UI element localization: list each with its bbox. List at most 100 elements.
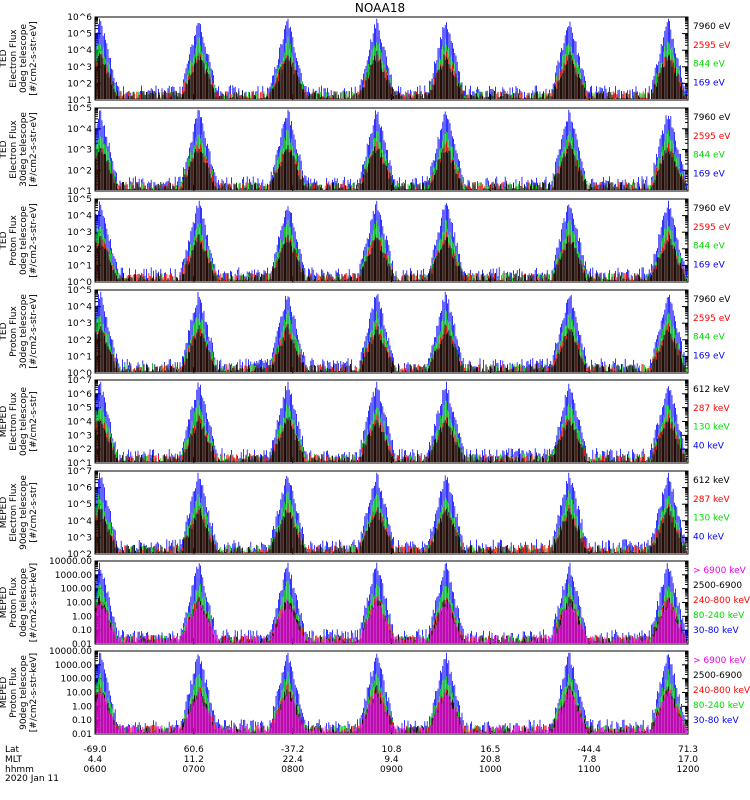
legend-entry: 240-800 keV [693, 686, 750, 696]
y-axis-title-line: [#/cm2-s-str] [29, 391, 39, 451]
y-tick-label: 10^0 [67, 278, 92, 288]
x-tick-label-hhmm: 1200 [677, 765, 700, 775]
legend-entry: 240-800 keV [693, 596, 750, 606]
x-row-label: 2020 Jan 11 [5, 774, 59, 784]
panel-meped-p-90: 0.01 0.10 1.00 10.00 100.00 1000.00 10000.00 ME… [0, 647, 750, 740]
panel-meped-e-0: 10^1 10^2 10^3 10^4 10^5 10^6 10^7 MEPEDElectro… [0, 376, 730, 469]
y-axis-title: TEDProton Flux30deg telescope[#/cm2-s-st… [0, 294, 39, 369]
y-axis-title-line: 0deg telescope [19, 568, 29, 638]
y-axis-title-line: [#/cm2-s-str-eV] [29, 112, 39, 187]
x-tick-label-mlt: 7.8 [582, 755, 597, 765]
y-axis-title-line: Proton Flux [9, 306, 19, 357]
x-tick-label-hhmm: 0900 [380, 765, 403, 775]
y-tick-label: 10^7 [67, 467, 92, 477]
y-tick-label: 10^6 [67, 390, 92, 400]
y-axis-title: MEPEDProton Flux90deg telescope[#/cm2-s-… [0, 653, 39, 732]
y-axis-title-line: Electron Flux [9, 120, 19, 179]
y-axis-title-line: [#/cm2-s-str-eV] [29, 294, 39, 369]
x-tick-label-mlt: 22.4 [283, 755, 303, 765]
y-axis-title-line: 0deg telescope [19, 206, 29, 276]
series-trace-612-keV [95, 415, 687, 462]
y-tick-label: 100.00 [61, 675, 93, 685]
legend-entry: 2500-6900 [693, 581, 742, 591]
y-tick-label: 10^2 [67, 445, 92, 455]
legend-entry: 40 keV [693, 532, 725, 542]
legend-entry: 169 eV [693, 78, 726, 88]
x-tick-label-hhmm: 0600 [84, 765, 107, 775]
y-tick-label: 10^3 [67, 533, 92, 543]
panel-ted-p-0: 10^0 10^1 10^2 10^3 10^4 10^5 TEDProton Flux0d… [0, 195, 731, 288]
y-tick-label: 10^1 [67, 352, 92, 362]
y-axis-title: MEPEDElectron Flux0deg telescope[#/cm2-s… [0, 387, 39, 457]
y-tick-label: 10^0 [67, 369, 92, 379]
y-tick-label: 10^3 [67, 319, 92, 329]
legend-entry: 2500-6900 [693, 671, 742, 681]
legend-entry: 80-240 keV [693, 611, 745, 621]
x-tick-label-lat: 10.8 [381, 745, 401, 755]
y-tick-label: 100.00 [61, 585, 93, 595]
legend-entry: 844 eV [693, 242, 726, 252]
y-tick-label: 10^1 [67, 187, 92, 197]
x-tick-label-lat: -69.0 [83, 745, 107, 755]
x-tick-label-mlt: 17.0 [678, 755, 698, 765]
y-axis-title-line: [#/cm2-s-str-keV] [29, 653, 39, 732]
y-tick-label: 0.10 [72, 626, 92, 636]
legend-entry: 7960 eV [693, 113, 731, 123]
x-tick-label-lat: 16.5 [480, 745, 500, 755]
y-axis-title-line: 90deg telescope [19, 655, 29, 730]
legend-entry: 169 eV [693, 260, 726, 270]
series-trace-7960-eV [95, 234, 687, 281]
y-tick-label: 0.01 [72, 730, 92, 740]
legend-entry: 130 keV [693, 514, 730, 524]
y-tick-label: 0.01 [72, 640, 92, 650]
y-axis-title-line: MEPED [0, 497, 9, 529]
y-tick-label: 10^4 [67, 46, 92, 56]
y-tick-label: 10^2 [67, 166, 92, 176]
x-tick-label-lat: -37.2 [281, 745, 304, 755]
y-axis-title-line: [#/cm2-s-str-eV] [29, 21, 39, 96]
legend-entry: 130 keV [693, 423, 730, 433]
y-axis-title-line: Electron Flux [9, 483, 19, 542]
y-axis-title-line: [#/cm2-s-str-eV] [29, 203, 39, 278]
series-trace-7960-eV [95, 143, 687, 190]
y-tick-label: 10^2 [67, 336, 92, 346]
y-axis-title-line: MEPED [0, 677, 9, 709]
legend-entry: 30-80 keV [693, 626, 739, 636]
legend-entry: 612 keV [693, 476, 730, 486]
y-tick-label: 10^3 [67, 63, 92, 73]
y-tick-label: 0.10 [72, 716, 92, 726]
y-axis-title-line: Proton Flux [9, 667, 19, 718]
y-tick-label: 10^5 [67, 500, 92, 510]
y-tick-label: 10.00 [66, 599, 92, 609]
y-tick-label: 10^6 [67, 484, 92, 494]
series-trace-7960-eV [95, 324, 686, 372]
legend-entry: 2595 eV [693, 132, 731, 142]
y-tick-label: 10^5 [67, 286, 92, 296]
legend-entry: 7960 eV [693, 204, 731, 214]
y-tick-label: 10^3 [67, 431, 92, 441]
y-axis-title-line: TED [0, 322, 9, 341]
legend-entry: 169 eV [693, 169, 726, 179]
legend-entry: 844 eV [693, 333, 726, 343]
y-tick-label: 10^2 [67, 79, 92, 89]
x-tick-label-mlt: 11.2 [184, 755, 204, 765]
legend-entry: 2595 eV [693, 223, 731, 233]
y-tick-label: 10^1 [67, 261, 92, 271]
panel-ted-p-30: 10^0 10^1 10^2 10^3 10^4 10^5 TEDProton Flux30… [0, 286, 731, 379]
chart-title: NOAA18 [355, 1, 405, 15]
y-tick-label: 10^2 [67, 245, 92, 255]
y-axis-title-line: TED [0, 231, 9, 250]
legend-entry: > 6900 keV [693, 566, 747, 576]
x-tick-label-hhmm: 1000 [479, 765, 502, 775]
y-tick-label: 10000.00 [49, 647, 92, 657]
panel-ted-e-30: 10^1 10^2 10^3 10^4 10^5 TEDElectron Flux30de… [0, 104, 731, 197]
legend-entry: 80-240 keV [693, 701, 745, 711]
panel-meped-p-0: 0.01 0.10 1.00 10.00 100.00 1000.00 10000.00 ME… [0, 557, 750, 650]
x-row-label: Lat [5, 745, 20, 755]
y-tick-label: 1000.00 [55, 571, 92, 581]
x-tick-label-mlt: 20.8 [480, 755, 500, 765]
y-axis-title-line: MEPED [0, 406, 9, 438]
y-tick-label: 10^3 [67, 146, 92, 156]
